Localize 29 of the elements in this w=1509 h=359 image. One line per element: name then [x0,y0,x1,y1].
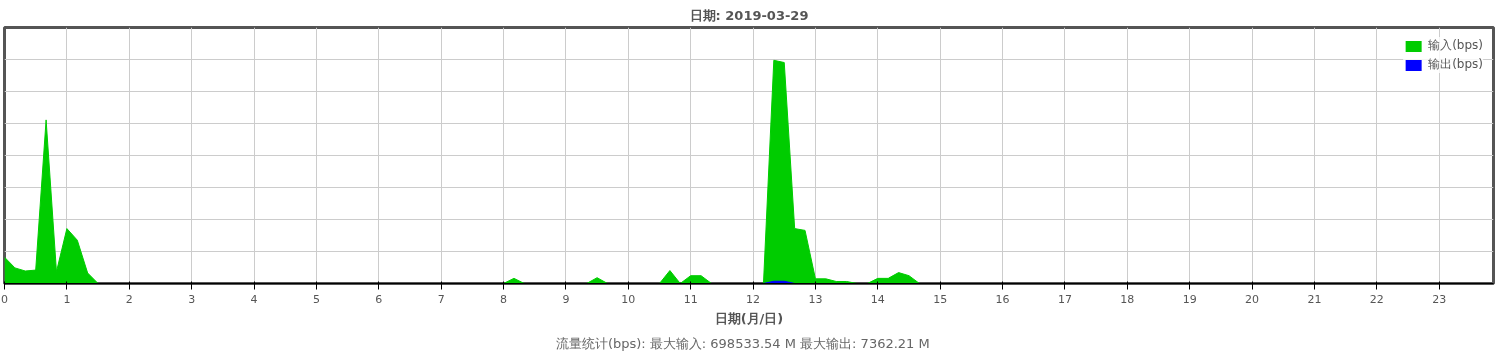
x-tick-label: 22 [1369,292,1384,306]
legend-label: 输入(bps) [1428,37,1483,54]
x-axis-title: 日期(月/日) [714,310,784,326]
x-tick-label: 12 [746,292,761,306]
text: 流量统计(bps): 最大输入: 698533.54 M 最大输出: 7362.21 M [555,335,930,351]
x-tick-label: 23 [1432,292,1447,306]
x-tick-label: 11 [683,292,698,306]
chart-title: 日期: 2019-03-29 [689,7,809,23]
x-tick-label: 7 [437,292,445,306]
x-tick-label: 0 [1,292,8,306]
x-tick-label: 1 [63,292,71,306]
x-tick-label: 16 [995,292,1010,306]
legend-label: 输出(bps) [1428,56,1483,73]
x-tick-label: 8 [500,292,508,306]
x-tick-label: 10 [621,292,636,306]
x-tick-label: 2 [125,292,133,306]
x-tick-label: 3 [188,292,196,306]
x-tick-label: 18 [1120,292,1135,306]
x-tick-label: 20 [1245,292,1260,306]
x-tick-label: 15 [933,292,948,306]
x-tick-label: 4 [250,292,258,306]
x-tick-label: 9 [562,292,570,306]
x-tick-label: 21 [1307,292,1322,306]
x-tick-label: 17 [1057,292,1072,306]
x-tick-label: 5 [312,292,320,306]
x-tick-label: 13 [808,292,823,306]
x-tick-label: 19 [1182,292,1197,306]
x-tick-label: 14 [870,292,885,306]
x-tick-label: 6 [375,292,383,306]
